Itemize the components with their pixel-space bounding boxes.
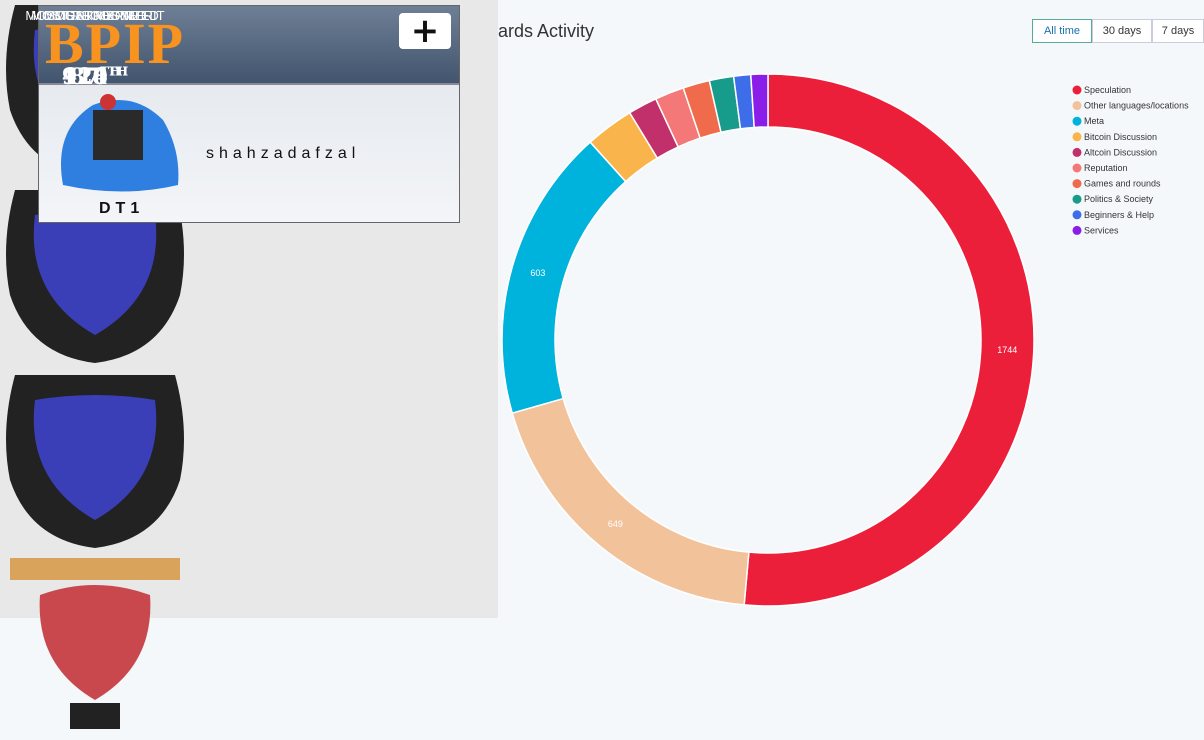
badge-rank: 114TH xyxy=(0,64,190,90)
data-label: 1744 xyxy=(997,345,1017,355)
rank: 87 xyxy=(69,64,101,90)
legend-swatch xyxy=(1072,194,1082,204)
profile-panel: BPIP + shahzadafzal DT1 MOST MERIT 114TH … xyxy=(0,0,498,729)
legend-swatch xyxy=(1072,163,1082,173)
legend-label: Services xyxy=(1084,225,1119,235)
badge: MOST TRUSTED 920TH xyxy=(0,8,498,370)
legend-label: Games and rounds xyxy=(1084,179,1161,189)
legend-label: Altcoin Discussion xyxy=(1084,147,1157,157)
legend-label: Speculation xyxy=(1084,85,1131,95)
legend-label: Beginners & Help xyxy=(1084,210,1154,220)
chart-panel: ards Activity All time 30 days 7 days 1744… xyxy=(498,0,1204,618)
legend-swatch xyxy=(1072,116,1082,126)
slice xyxy=(501,141,627,415)
chart-title: ards Activity xyxy=(498,21,595,41)
rank-suffix: TH xyxy=(107,64,129,79)
legend-label: Bitcoin Discussion xyxy=(1084,132,1157,142)
data-label: 649 xyxy=(608,519,623,529)
legend-label: Other languages/locations xyxy=(1084,101,1189,111)
badge-label: MOST MERIT xyxy=(54,8,136,23)
rank-suffix: TH xyxy=(100,64,121,79)
badge: MOST EARNED MERIT 87TH xyxy=(0,8,498,740)
rank-suffix: TH xyxy=(107,64,129,79)
legend-label: Reputation xyxy=(1084,163,1128,173)
slice xyxy=(743,73,1035,607)
legend-swatch xyxy=(1072,147,1082,157)
badge-shield xyxy=(10,558,180,729)
chart: 1744 649 603 Speculation Other languages/loc… xyxy=(501,73,1189,607)
rank: 920 xyxy=(61,64,108,90)
avatar xyxy=(61,94,179,192)
data-label: 603 xyxy=(530,268,545,278)
header: BPIP + xyxy=(39,6,459,85)
username: shahzadafzal xyxy=(206,145,361,162)
legend-swatch xyxy=(1072,85,1082,95)
badge-label: MOST TRUSTED xyxy=(43,8,147,23)
filter-button[interactable]: All time xyxy=(1032,19,1092,43)
legend-label: Meta xyxy=(1084,116,1104,126)
legend-swatch xyxy=(1072,225,1082,235)
badge-rank: 428TH xyxy=(0,64,190,90)
add-button[interactable]: + xyxy=(399,13,451,49)
rank: 114 xyxy=(61,64,108,90)
slice xyxy=(511,397,750,606)
badge-rank: 87TH xyxy=(0,64,190,90)
legend-swatch xyxy=(1072,101,1082,111)
filter-button[interactable]: 30 days xyxy=(1092,19,1152,43)
rank-suffix: TH xyxy=(107,64,129,79)
legend-swatch xyxy=(1072,210,1082,220)
profile-card: BPIP + shahzadafzal DT1 xyxy=(38,5,460,223)
badge-shield xyxy=(6,375,184,548)
slice xyxy=(749,73,769,129)
legend-swatch xyxy=(1072,132,1082,142)
legend-label: Politics & Society xyxy=(1084,194,1154,204)
badge-rank: 920TH xyxy=(0,64,190,90)
filter-button[interactable]: 7 days xyxy=(1152,19,1204,43)
badge-label: MOST EARNED MERIT xyxy=(25,8,165,23)
badge: MOST RECOGNIZED 428TH xyxy=(0,8,498,555)
legend-swatch xyxy=(1072,179,1082,189)
logo: BPIP xyxy=(45,11,186,76)
rank: 428 xyxy=(61,64,108,90)
badge-label: MOST RECOGNIZED xyxy=(31,8,159,23)
trust-level: DT1 xyxy=(99,200,145,217)
badge-shield xyxy=(6,190,184,363)
